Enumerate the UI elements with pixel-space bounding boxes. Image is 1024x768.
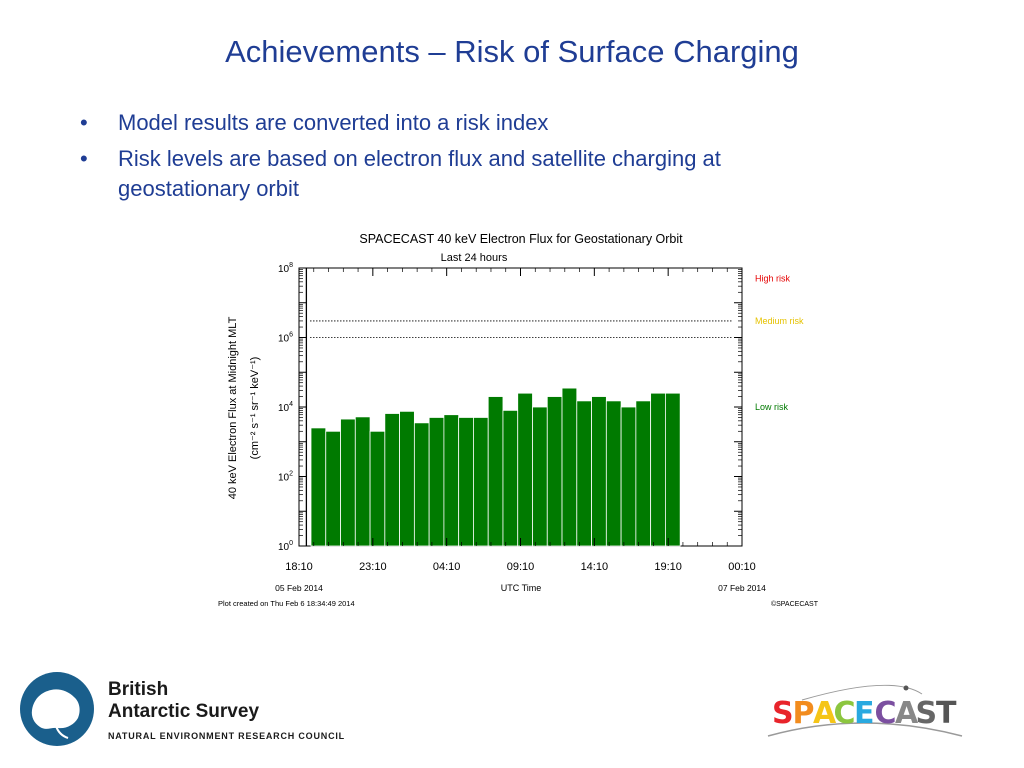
x-tick-label: 04:10 <box>433 561 461 573</box>
bar <box>502 409 519 547</box>
bar <box>354 416 371 547</box>
bar <box>340 418 356 547</box>
bar <box>458 417 474 547</box>
risk-legend: High risk Medium risk Low risk <box>755 273 804 412</box>
bas-name-line2: Antarctic Survey <box>108 701 260 722</box>
plot-created-note: Plot created on Thu Feb 6 18:34:49 2014 <box>218 599 355 608</box>
x-tick-label: 18:10 <box>285 561 313 573</box>
risk-label: High risk <box>755 273 791 283</box>
bar <box>620 406 637 547</box>
y-tick-label: 102 <box>278 471 293 484</box>
x-axis: 18:10 23:10 04:10 09:10 14:10 19:10 00:10 05 Fe… <box>275 268 766 593</box>
bar <box>399 410 415 547</box>
risk-label: Medium risk <box>755 316 804 326</box>
bar <box>310 427 327 547</box>
bullet-text: Model results are converted into a risk … <box>118 110 549 135</box>
x-tick-label: 00:10 <box>728 561 756 573</box>
bar <box>473 417 489 547</box>
x-date-label: 07 Feb 2014 <box>718 583 766 593</box>
bar <box>428 417 445 547</box>
spacecast-letter: E <box>854 696 875 731</box>
bas-name-line1: British <box>108 679 169 700</box>
bar <box>384 413 400 547</box>
threshold-lines <box>310 320 732 338</box>
y-axis-label: 40 keV Electron Flux at Midnight MLT <box>227 316 239 499</box>
bar <box>517 392 533 547</box>
spacecast-letter: C <box>875 696 897 731</box>
y-tick-label: 104 <box>278 401 293 414</box>
spacecast-letter: S <box>916 696 938 731</box>
spacecast-letter: T <box>936 696 957 731</box>
bar <box>325 430 341 547</box>
bar <box>561 387 578 547</box>
bullet-glyph: • <box>80 146 88 171</box>
spacecast-letter: A <box>895 696 919 731</box>
bar <box>443 414 460 547</box>
spacecast-letter: S <box>772 696 794 731</box>
x-axis-label: UTC Time <box>501 583 542 593</box>
bar <box>532 406 548 547</box>
x-tick-label: 09:10 <box>507 561 535 573</box>
x-date-label: 05 Feb 2014 <box>275 583 323 593</box>
copyright-note: ©SPACECAST <box>771 600 819 608</box>
spacecast-letter: P <box>793 696 815 731</box>
bullet-glyph: • <box>80 110 88 135</box>
bar <box>591 396 607 547</box>
bar <box>605 400 622 547</box>
y-tick-label: 100 <box>278 540 293 553</box>
bullet-list: • Model results are converted into a ris… <box>78 108 858 210</box>
bullet-item: • Risk levels are based on electron flux… <box>78 144 858 204</box>
risk-label: Low risk <box>755 402 789 412</box>
bar <box>650 392 666 547</box>
y-tick-label: 106 <box>278 332 293 345</box>
bar <box>664 392 681 547</box>
electron-flux-chart: SPACECAST 40 keV Electron Flux for Geost… <box>218 232 819 608</box>
bas-globe-icon <box>20 672 94 746</box>
nerc-text: NATURAL ENVIRONMENT RESEARCH COUNCIL <box>108 731 345 741</box>
y-axis: 100 102 104 106 108 <box>278 262 742 553</box>
x-tick-label: 14:10 <box>581 561 609 573</box>
bar-series <box>310 387 681 547</box>
spacecast-logo: SPACE CAST <box>767 684 963 737</box>
bar <box>487 396 504 547</box>
spacecast-letter: A <box>813 696 837 731</box>
bullet-text: Risk levels are based on electron flux a… <box>118 146 721 201</box>
chart-subtitle: Last 24 hours <box>441 252 508 264</box>
x-tick-label: 23:10 <box>359 561 387 573</box>
bar <box>635 400 652 547</box>
bar <box>413 422 430 547</box>
x-tick-label: 19:10 <box>654 561 682 573</box>
bar <box>369 430 386 547</box>
slide-title: Achievements – Risk of Surface Charging <box>225 34 799 69</box>
y-axis-units: (cm⁻² s⁻¹ sr⁻¹ keV⁻¹) <box>249 357 261 460</box>
bar <box>576 400 592 547</box>
chart-title: SPACECAST 40 keV Electron Flux for Geost… <box>359 232 683 246</box>
y-tick-label: 108 <box>278 262 293 275</box>
bar <box>546 396 563 547</box>
bullet-item: • Model results are converted into a ris… <box>78 108 858 138</box>
spacecast-letter: C <box>834 696 856 731</box>
